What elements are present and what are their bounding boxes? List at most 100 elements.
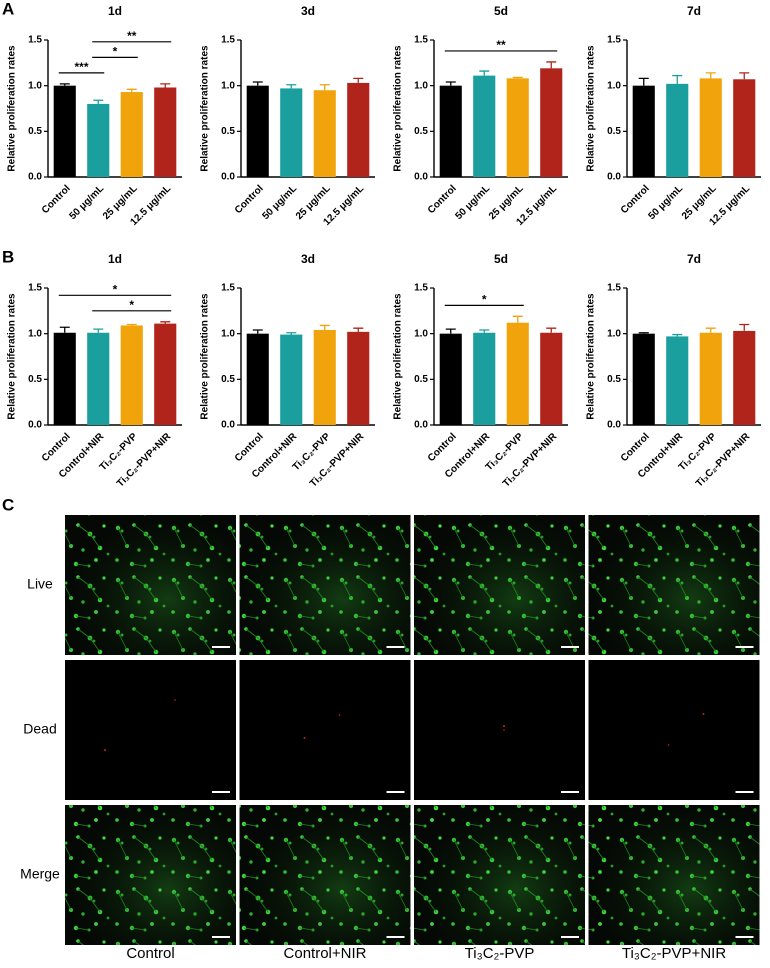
error-bar [252,81,263,86]
micrograph-glow [414,515,585,655]
y-tick-label: 0.0 [221,172,235,183]
y-axis-label: Relative proliferation rates [200,45,211,172]
y-tick-label: 0.0 [414,172,428,183]
column-label: Control [126,945,174,962]
error-bar [59,326,70,333]
x-tick-label: 50 μg/mL [646,183,685,222]
y-axis-label: Relative proliferation rates [200,293,211,420]
micrograph-glow [588,805,760,945]
error-bar [445,81,456,86]
y-tick-label: 0.5 [28,374,42,385]
row-label: Dead [23,721,56,737]
significance-label: * [482,293,487,307]
y-tick-label: 1.5 [414,283,428,294]
y-tick-label: 0.5 [414,374,428,385]
bar [120,92,143,177]
column-label: Ti₃C₂-PVP+NIR [622,945,726,962]
y-axis-label: Relative proliferation rates [393,293,404,420]
error-bar [479,329,490,333]
x-tick-label: Control [426,183,459,216]
y-tick-label: 0.5 [607,126,621,137]
dead-cell [503,729,505,731]
significance-label: * [113,45,118,59]
significance-label: * [113,282,118,296]
y-tick-label: 1.0 [221,328,235,339]
y-tick-label: 1.0 [607,328,621,339]
y-tick-label: 1.5 [221,35,235,46]
bar [246,85,269,177]
chart-title: 1d [108,4,122,18]
y-tick-label: 1.0 [28,328,42,339]
bar [733,79,756,177]
error-bar [672,74,683,84]
y-tick-label: 0.0 [414,420,428,431]
x-tick-label: 50 μg/mL [260,183,299,222]
y-tick-label: 1.5 [221,283,235,294]
significance-label: ** [127,29,137,43]
micrograph-glow [414,805,585,945]
bar [632,85,655,177]
error-bar [126,88,137,93]
dead-cell [338,714,341,716]
panel-label: C [2,495,14,514]
bar [347,331,370,425]
y-tick-label: 0.5 [607,374,621,385]
error-bar [59,83,70,86]
row-label: Merge [20,866,60,882]
bar [666,336,689,425]
y-tick-label: 1.0 [414,328,428,339]
bar [540,68,563,177]
x-tick-label: Control [233,183,266,216]
micrograph-glow [65,805,236,945]
micrograph-glow [65,515,236,655]
bar [53,85,76,177]
bar [733,330,756,425]
bar [246,333,269,425]
x-tick-label: 50 μg/mL [67,183,106,222]
error-bar [672,333,683,337]
chart-title: 5d [494,4,508,18]
error-bar [252,329,263,334]
bar [506,78,529,177]
micrograph-glow [239,805,411,945]
error-bar [546,327,557,333]
y-tick-label: 0.0 [28,420,42,431]
error-bar [512,315,523,323]
error-bar [93,99,104,104]
chart-title: 3d [301,252,315,266]
y-tick-label: 1.0 [607,80,621,91]
x-tick-label: Control [233,431,266,464]
bar [666,83,689,177]
bar [632,333,655,425]
y-tick-label: 0.0 [607,172,621,183]
error-bar [739,72,750,80]
significance-label: *** [74,60,88,74]
y-tick-label: 0.0 [28,172,42,183]
error-bar [638,77,649,86]
y-tick-label: 1.5 [607,283,621,294]
bar [280,334,303,425]
error-bar [512,76,523,79]
x-tick-label: Control [426,431,459,464]
panel-label: B [2,247,14,266]
y-tick-label: 1.5 [414,35,428,46]
error-bar [286,332,297,335]
significance-label: ** [496,38,506,52]
y-tick-label: 1.5 [607,35,621,46]
bar [540,332,563,425]
bar [120,325,143,425]
dead-cell [174,699,176,701]
x-tick-label: Control [40,431,73,464]
bar [53,332,76,425]
micrograph-glow [588,515,760,655]
micrograph [588,660,760,800]
y-axis-label: Relative proliferation rates [586,293,597,420]
error-bar [479,70,490,76]
error-bar [353,77,364,83]
bar [87,103,110,177]
y-axis-label: Relative proliferation rates [7,293,18,420]
error-bar [353,327,364,332]
micrograph [65,660,236,800]
y-tick-label: 0.5 [414,126,428,137]
y-tick-label: 1.5 [28,283,42,294]
